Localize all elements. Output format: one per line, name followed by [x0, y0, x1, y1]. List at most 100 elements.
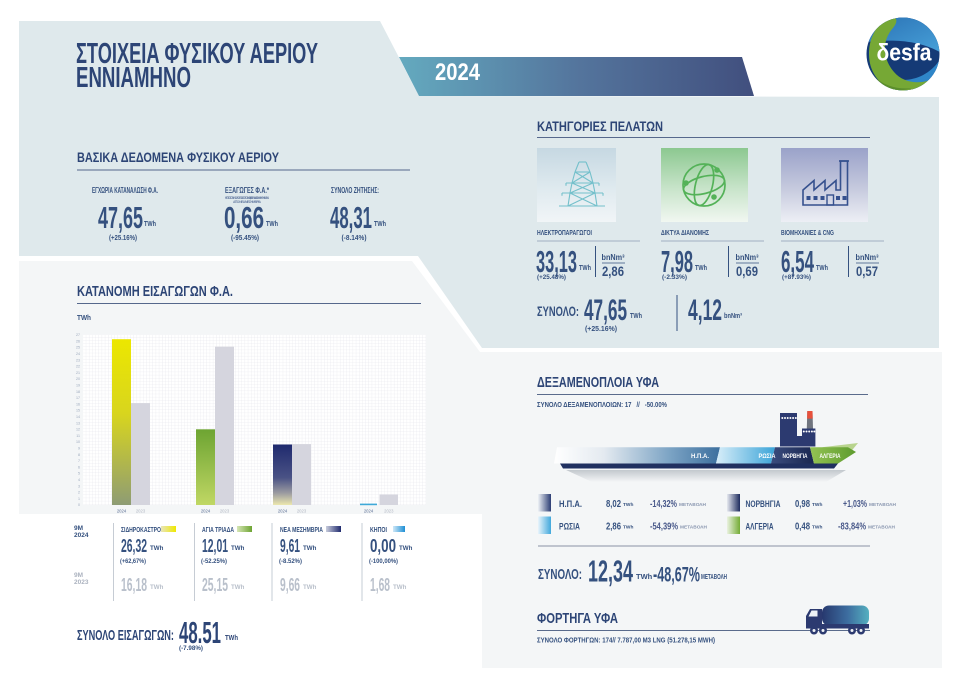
svg-text:13: 13 — [76, 421, 80, 425]
svg-text:9M: 9M — [74, 525, 83, 532]
svg-text:(+62,67%): (+62,67%) — [120, 558, 146, 565]
svg-text:26,32: 26,32 — [121, 536, 147, 556]
svg-text:(+87.93%): (+87.93%) — [782, 274, 811, 281]
svg-text:2023: 2023 — [384, 509, 394, 514]
svg-text:ΜΕΤΑΒΟΛΗ: ΜΕΤΑΒΟΛΗ — [680, 525, 707, 531]
svg-text:2024: 2024 — [117, 509, 127, 514]
svg-text:ΣΥΝΟΛΟ ΔΕΞΑΜΕΝΟΠΛΟΙΩΝ: 17 //: ΣΥΝΟΛΟ ΔΕΞΑΜΕΝΟΠΛΟΙΩΝ: 17 // -50.00% — [537, 400, 667, 409]
svg-text:4,12: 4,12 — [688, 294, 722, 327]
svg-text:3: 3 — [78, 484, 80, 488]
svg-text:7: 7 — [78, 459, 80, 463]
svg-text:-48,67%: -48,67% — [653, 564, 700, 587]
svg-text:9,61: 9,61 — [280, 536, 300, 556]
svg-text:TWh: TWh — [579, 265, 591, 272]
svg-text:0,69: 0,69 — [736, 263, 758, 279]
svg-text:ΔΙΚΤΥΑ ΔΙΑΝΟΜΗΣ: ΔΙΚΤΥΑ ΔΙΑΝΟΜΗΣ — [661, 230, 709, 237]
svg-text:ΚΗΠΟΙ: ΚΗΠΟΙ — [370, 527, 387, 534]
svg-text:2,86: 2,86 — [606, 521, 621, 533]
svg-text:ΝΟΡΒΗΓΙΑ: ΝΟΡΒΗΓΙΑ — [746, 499, 781, 509]
svg-text:ΒΑΣΙΚΑ ΔΕΔΟΜΕΝΑ ΦΥΣΙΚΟΥ ΑΕΡΙΟΥ: ΒΑΣΙΚΑ ΔΕΔΟΜΕΝΑ ΦΥΣΙΚΟΥ ΑΕΡΙΟΥ — [77, 149, 280, 165]
svg-text:2024: 2024 — [435, 59, 481, 86]
svg-text:TWh: TWh — [399, 545, 413, 552]
svg-text:(-100,00%): (-100,00%) — [369, 558, 398, 565]
svg-text:ΕΝΝΙΑΜΗΝΟ: ΕΝΝΙΑΜΗΝΟ — [76, 62, 191, 94]
svg-text:25: 25 — [76, 346, 80, 350]
svg-text:ΚΑΤΗΓΟΡΙΕΣ ΠΕΛΑΤΩΝ: ΚΑΤΗΓΟΡΙΕΣ ΠΕΛΑΤΩΝ — [537, 118, 663, 134]
svg-text:47,65: 47,65 — [98, 200, 143, 235]
svg-text:ΜΕΤΑΒΟΛΗ: ΜΕΤΑΒΟΛΗ — [869, 502, 896, 508]
svg-text:+1,03%: +1,03% — [843, 498, 867, 510]
svg-text:-54,39%: -54,39% — [650, 521, 678, 533]
svg-text:TWh: TWh — [812, 502, 822, 508]
svg-text:TWh: TWh — [636, 572, 653, 581]
svg-text:TWh: TWh — [231, 584, 245, 591]
svg-text:ΣΤΟΙΧΕΙΑ ΦΥΣΙΚΟΥ ΑΕΡΙΟΥ: ΣΤΟΙΧΕΙΑ ΦΥΣΙΚΟΥ ΑΕΡΙΟΥ — [76, 38, 318, 70]
svg-text:ΣΥΝΟΛΟ:: ΣΥΝΟΛΟ: — [537, 303, 579, 319]
svg-text:TWh: TWh — [150, 584, 164, 591]
svg-text:(-7.98%): (-7.98%) — [179, 646, 203, 652]
svg-text:ΒΙΟΜΗΧΑΝΙΕΣ & CNG: ΒΙΟΜΗΧΑΝΙΕΣ & CNG — [781, 230, 834, 237]
svg-text:ΣΥΝΟΛΟ ΦΟΡΤΗΓΩΝ: 174// 7.787,0: ΣΥΝΟΛΟ ΦΟΡΤΗΓΩΝ: 174// 7.787,00 M3 LNG (… — [537, 636, 715, 645]
svg-text:(+25.16%): (+25.16%) — [585, 326, 617, 333]
svg-text:δesfa: δesfa — [877, 40, 933, 67]
svg-text:14: 14 — [76, 415, 80, 419]
svg-text:26: 26 — [76, 339, 80, 343]
svg-text:ΡΩΣΙΑ: ΡΩΣΙΑ — [559, 522, 580, 532]
svg-text:2024: 2024 — [364, 509, 374, 514]
svg-text:2023: 2023 — [136, 509, 146, 514]
svg-text:18: 18 — [76, 390, 80, 394]
svg-text:TWh: TWh — [393, 584, 407, 591]
svg-text:23: 23 — [76, 358, 80, 362]
svg-text:2023: 2023 — [220, 509, 230, 514]
svg-text:bnNm³: bnNm³ — [724, 311, 742, 320]
svg-text:TWh: TWh — [303, 545, 317, 552]
svg-text:15: 15 — [76, 409, 80, 413]
svg-text:16: 16 — [76, 402, 80, 406]
svg-text:11: 11 — [76, 434, 80, 438]
svg-text:ΔΕΞΑΜΕΝΟΠΛΟΙΑ ΥΦΑ: ΔΕΞΑΜΕΝΟΠΛΟΙΑ ΥΦΑ — [537, 374, 659, 391]
svg-text:TWh: TWh — [623, 502, 633, 508]
svg-text:ΜΕΤΑΒΟΛΗ: ΜΕΤΑΒΟΛΗ — [868, 525, 895, 531]
svg-text:7,98: 7,98 — [661, 244, 693, 279]
svg-text:ΚΑΤΑΝΟΜΗ ΕΙΣΑΓΩΓΩΝ Φ.Α.: ΚΑΤΑΝΟΜΗ ΕΙΣΑΓΩΓΩΝ Φ.Α. — [77, 283, 233, 300]
svg-text:TWh: TWh — [816, 265, 828, 272]
svg-text:ΕΓΧΩΡΙΑ ΚΑΤΑΝΑΛΩΣΗ Φ.Α.: ΕΓΧΩΡΙΑ ΚΑΤΑΝΑΛΩΣΗ Φ.Α. — [92, 186, 158, 195]
svg-text:ΡΩΣΙΑ: ΡΩΣΙΑ — [759, 454, 777, 460]
svg-text:47,65: 47,65 — [584, 294, 627, 327]
svg-text:19: 19 — [76, 384, 80, 388]
svg-text:12,01: 12,01 — [202, 536, 228, 556]
svg-text:ΑΠΟ ΝΕΑ ΜΕΣΗΜΒΡΙΑ: ΑΠΟ ΝΕΑ ΜΕΣΗΜΒΡΙΑ — [233, 200, 262, 204]
svg-text:ΑΛΓΕΡΙΑ: ΑΛΓΕΡΙΑ — [820, 454, 842, 460]
svg-text:2024: 2024 — [201, 509, 211, 514]
svg-text:12,34: 12,34 — [588, 554, 633, 589]
svg-text:4: 4 — [78, 478, 80, 482]
svg-text:(+25.16%): (+25.16%) — [109, 235, 137, 242]
svg-text:ΜΕΤΑΒΟΛΗ: ΜΕΤΑΒΟΛΗ — [679, 502, 706, 508]
svg-text:bnNm³: bnNm³ — [856, 253, 879, 262]
svg-text:6: 6 — [78, 465, 80, 469]
svg-text:bnNm³: bnNm³ — [736, 253, 759, 262]
svg-text:(-2.33%): (-2.33%) — [662, 274, 687, 281]
svg-text:TWh: TWh — [77, 315, 91, 322]
svg-text:TWh: TWh — [231, 545, 245, 552]
svg-text:ΑΛΓΕΡΙΑ: ΑΛΓΕΡΙΑ — [746, 522, 774, 532]
svg-text:6,54: 6,54 — [781, 244, 814, 279]
svg-text:(-8.14%): (-8.14%) — [342, 235, 367, 242]
svg-text:2,86: 2,86 — [602, 263, 624, 279]
svg-text:ΣΙΔΗΡΟΚΑΣΤΡΟ: ΣΙΔΗΡΟΚΑΣΤΡΟ — [121, 527, 161, 534]
svg-text:ΜΕΤΑΒΟΛΗ: ΜΕΤΑΒΟΛΗ — [701, 574, 727, 581]
svg-text:21: 21 — [76, 371, 80, 375]
svg-text:9M: 9M — [74, 572, 83, 579]
svg-text:0,98: 0,98 — [795, 498, 810, 510]
svg-text:Η.Π.Α.: Η.Π.Α. — [691, 454, 709, 460]
svg-text:0,48: 0,48 — [795, 521, 810, 533]
svg-text:TWh: TWh — [225, 633, 238, 642]
svg-text:TWh: TWh — [303, 584, 317, 591]
svg-text:48.51: 48.51 — [179, 615, 221, 650]
svg-text:TWh: TWh — [630, 313, 642, 320]
svg-text:(+25.48%): (+25.48%) — [537, 274, 566, 281]
svg-text:5: 5 — [78, 472, 80, 476]
svg-text:bnNm³: bnNm³ — [602, 253, 625, 262]
svg-text:9,66: 9,66 — [280, 575, 300, 595]
svg-text:25,15: 25,15 — [202, 575, 228, 595]
